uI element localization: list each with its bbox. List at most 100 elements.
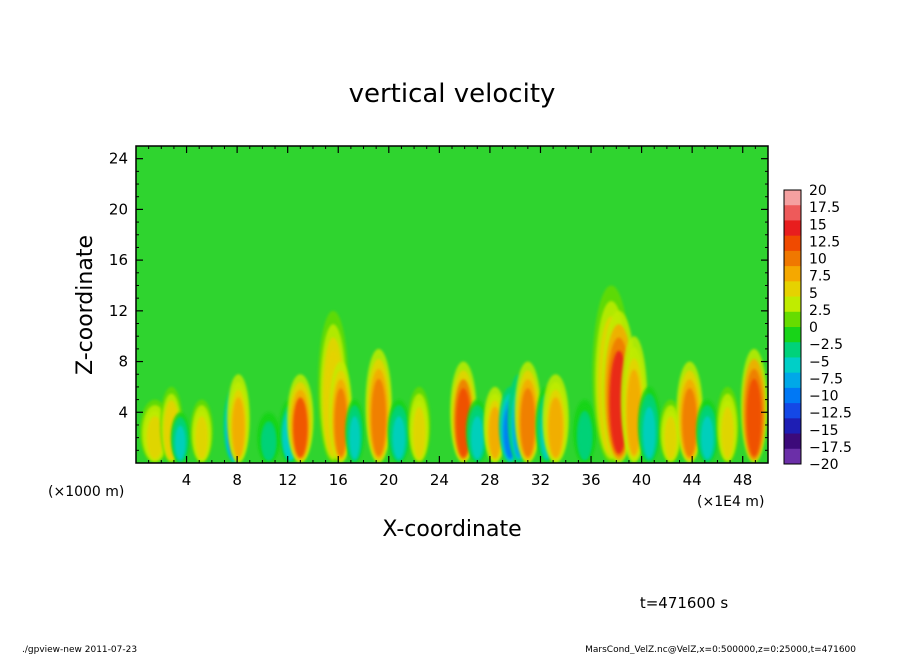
colorbar-label: 12.5	[809, 234, 840, 250]
velocity-cell-layer	[488, 406, 502, 459]
x-tick-label: 44	[683, 471, 702, 489]
y-tick-label: 12	[109, 302, 128, 320]
colorbar-label: −17.5	[809, 440, 852, 456]
colorbar-swatch	[784, 281, 801, 298]
velocity-cell	[465, 399, 489, 463]
colorbar-swatch	[784, 327, 801, 343]
x-tick-label: 48	[733, 471, 752, 489]
velocity-cell	[407, 386, 431, 463]
colorbar-swatch	[784, 403, 801, 419]
velocity-cell	[695, 399, 719, 463]
velocity-cell-layer	[175, 425, 186, 460]
velocity-cell	[345, 399, 365, 463]
x-tick-label: 16	[329, 471, 348, 489]
velocity-cell-layer	[471, 416, 484, 460]
y-axis: 4 8 12 16 20 24	[109, 150, 768, 451]
y-tick-label: 24	[109, 150, 128, 168]
colorbar-label: 5	[809, 286, 818, 302]
colorbar-swatch	[784, 372, 801, 389]
x-axis-label: X-coordinate	[382, 517, 521, 542]
colorbar-swatch	[784, 433, 801, 450]
x-unit-left: (×1000 m)	[48, 484, 124, 500]
velocity-cell-layer	[232, 397, 245, 458]
colorbar-label: −15	[809, 423, 839, 439]
velocity-cell-layer	[262, 425, 275, 460]
colorbar-swatch	[784, 235, 801, 252]
velocity-cell	[716, 386, 739, 463]
colorbar-label: 2.5	[809, 303, 831, 319]
colorbar-label: 15	[809, 217, 827, 233]
x-tick-label: 36	[581, 471, 600, 489]
velocity-cell	[573, 399, 597, 463]
colorbar-label: −20	[809, 457, 839, 473]
x-tick-label: 20	[379, 471, 398, 489]
x-tick-label: 40	[632, 471, 651, 489]
velocity-cell	[287, 374, 314, 463]
velocity-cell-layer	[664, 416, 677, 460]
velocity-cell-layer	[642, 406, 656, 459]
velocity-cell-layer	[548, 397, 563, 458]
x-axis: 4 8 12 16 20 24 28 32 36 40 44 48	[148, 146, 756, 489]
velocity-field	[139, 285, 768, 463]
velocity-cell-layer	[293, 397, 308, 458]
velocity-cell	[227, 374, 250, 463]
colorbar-swatch	[784, 418, 801, 435]
velocity-cell-layer	[746, 378, 762, 457]
velocity-cell-layer	[520, 388, 536, 457]
velocity-cell-layer	[701, 416, 714, 460]
colorbar-swatch	[784, 342, 801, 358]
colorbar-label: −10	[809, 389, 839, 405]
colorbar-swatch	[784, 448, 801, 465]
time-label: t=471600 s	[640, 594, 728, 612]
velocity-cell-layer	[682, 388, 697, 457]
colorbar-swatch	[784, 205, 801, 221]
colorbar-swatch	[784, 296, 801, 313]
colorbar-label: 10	[809, 252, 827, 268]
colorbar-swatch	[784, 387, 801, 404]
x-tick-label: 12	[278, 471, 297, 489]
colorbar-label: 20	[809, 183, 827, 199]
colorbar-swatch	[784, 357, 801, 374]
velocity-cell	[659, 399, 683, 463]
colorbar-label: −12.5	[809, 406, 852, 422]
velocity-cell-layer	[392, 416, 406, 460]
velocity-cell	[190, 399, 214, 463]
x-tick-label: 32	[531, 471, 550, 489]
y-tick-label: 8	[118, 353, 128, 371]
y-tick-label: 4	[118, 403, 128, 421]
velocity-cell	[387, 399, 411, 463]
y-tick-label: 20	[109, 200, 128, 218]
velocity-cell	[514, 361, 542, 463]
velocity-cell-layer	[195, 416, 208, 460]
colorbar-label: 17.5	[809, 200, 840, 216]
velocity-cell-layer	[721, 406, 734, 459]
velocity-cell-layer	[412, 406, 426, 459]
x-tick-label: 24	[430, 471, 449, 489]
velocity-cell-layer	[578, 416, 591, 460]
colorbar-label: −7.5	[809, 371, 843, 387]
colorbar-label: −5	[809, 354, 830, 370]
velocity-cell	[170, 412, 190, 463]
footer-left: ./gpview-new 2011-07-23	[22, 645, 137, 654]
x-unit-right: (×1E4 m)	[697, 494, 764, 510]
colorbar-swatch	[784, 220, 801, 237]
x-tick-label: 28	[480, 471, 499, 489]
velocity-cell	[637, 386, 661, 463]
colorbar-swatch	[784, 266, 801, 282]
velocity-cell-layer	[146, 416, 164, 460]
colorbar-frame	[783, 189, 802, 465]
chart-title: vertical velocity	[349, 79, 556, 109]
colorbar-label: 0	[809, 320, 818, 336]
velocity-cell	[257, 412, 281, 463]
velocity-cell	[740, 348, 768, 463]
colorbar-swatch	[784, 190, 801, 206]
x-tick-label: 8	[232, 471, 242, 489]
colorbar-label: −2.5	[809, 337, 843, 353]
velocity-cell-layer	[349, 416, 360, 460]
y-axis-label: Z-coordinate	[73, 235, 98, 375]
colorbar-swatch	[784, 250, 801, 267]
velocity-cell-layer	[334, 388, 348, 457]
velocity-cell	[676, 361, 703, 463]
colorbar-label: 7.5	[809, 269, 831, 285]
